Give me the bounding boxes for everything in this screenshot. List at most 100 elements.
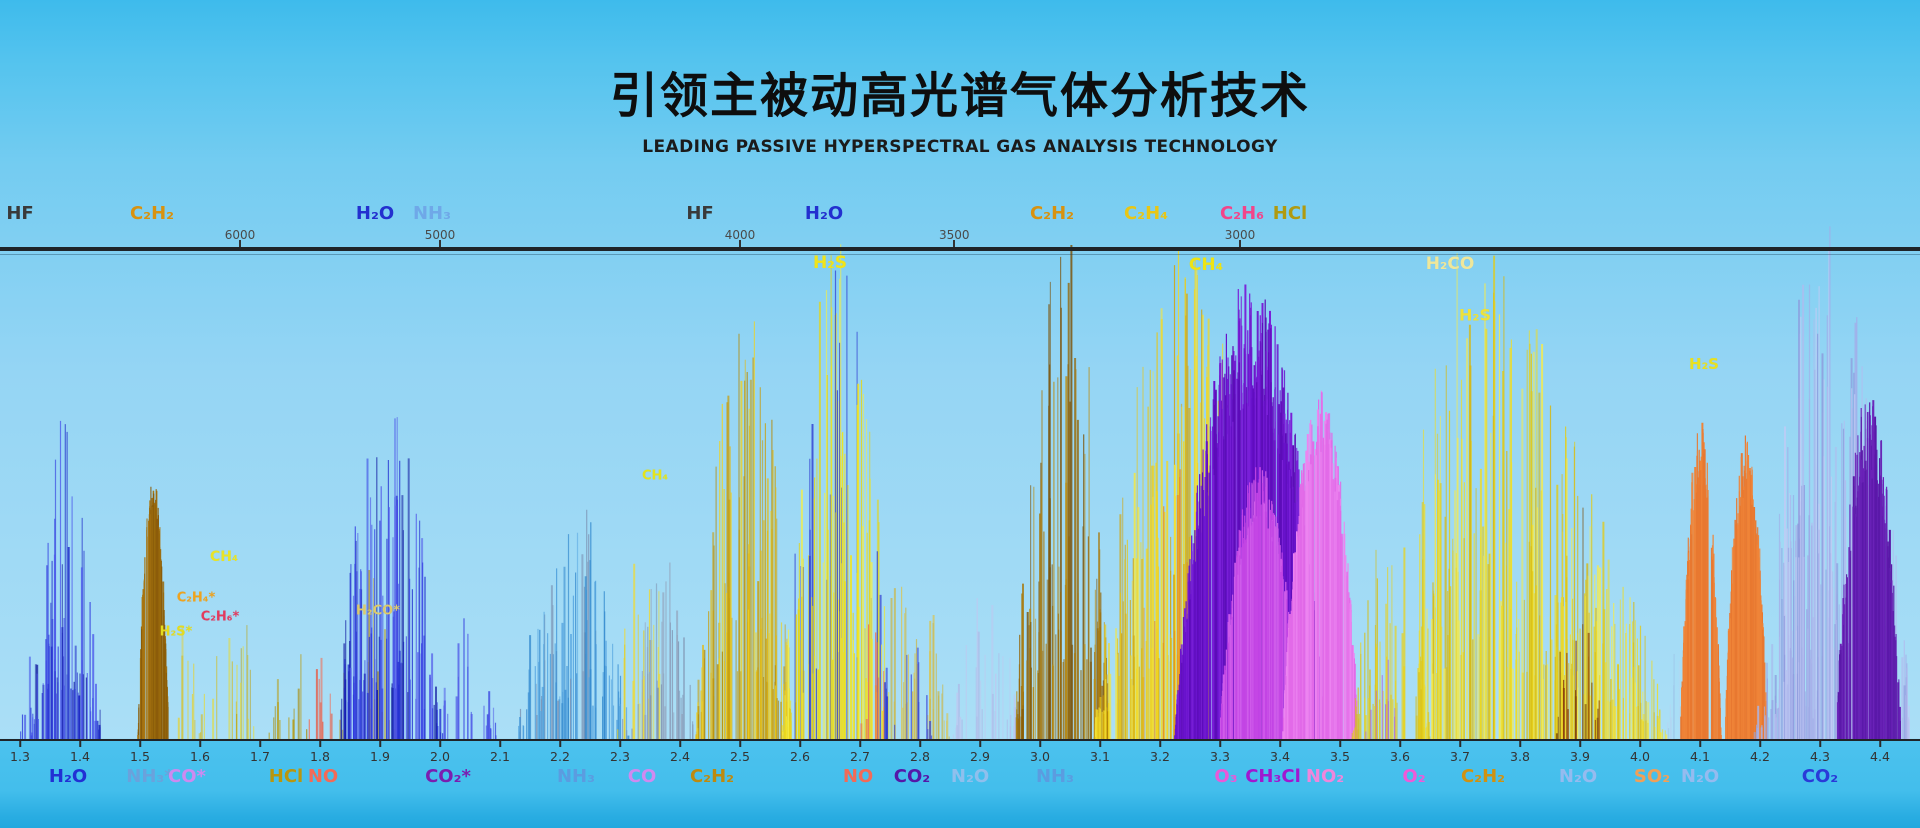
wavenumber-tick	[953, 240, 956, 247]
wavelength-tick	[1219, 741, 1221, 747]
wavenumber-tick-label-4000: 4000	[724, 228, 756, 242]
wavelength-tick-label-1.5: 1.5	[130, 749, 150, 764]
spectral-band-no-1.80	[308, 657, 333, 739]
wavelength-tick-label-2.1: 2.1	[490, 749, 510, 764]
top-molecule-labels: HF C₂H₂ H₂O NH₃ HF H₂O C₂H₂ C₂H₄ C₂H₆ HCl	[0, 203, 1920, 227]
spectral-band-no-2.72	[860, 624, 885, 739]
molecule-label-no: NO₂	[1305, 766, 1345, 787]
wavelength-tick-label-3.0: 3.0	[1030, 749, 1050, 764]
wavelength-tick	[859, 741, 861, 747]
wavelength-tick	[619, 741, 621, 747]
wavelength-tick	[739, 741, 741, 747]
wavelength-tick	[559, 741, 561, 747]
page-title: 引领主被动高光谱气体分析技术	[609, 68, 1310, 124]
molecule-label-ho: H₂O	[355, 203, 395, 224]
wavelength-tick	[799, 741, 801, 747]
wavelength-tick	[1399, 741, 1401, 747]
wavelength-tick	[1699, 741, 1701, 747]
spectral-band-brown-3.89	[1555, 507, 1600, 739]
spectral-band-o3-magenta	[1220, 467, 1298, 739]
spectral-band-h2s-2.65-yellow	[781, 244, 890, 739]
wavenumber-tick	[739, 240, 741, 247]
wavelength-tick	[319, 741, 321, 747]
wavelength-tick-label-3.6: 3.6	[1390, 749, 1410, 764]
molecule-label-chcl: CH₃Cl	[1245, 766, 1301, 787]
molecule-label-no: N₂O	[1558, 766, 1598, 787]
page-subtitle: LEADING PASSIVE HYPERSPECTRAL GAS ANALYS…	[642, 136, 1278, 157]
spectral-band-so2-orange-2	[1725, 435, 1768, 739]
wavelength-tick	[1099, 741, 1101, 747]
spectral-band-blue-2.05	[443, 618, 497, 739]
wavelength-tick-label-3.3: 3.3	[1210, 749, 1230, 764]
spectral-band-nh3-2.2-steel	[518, 509, 630, 739]
molecule-label-o: O₂	[1402, 766, 1426, 787]
wavelength-tick	[1159, 741, 1161, 747]
wavelength-tick	[499, 741, 501, 747]
wavelength-tick	[199, 741, 201, 747]
wavelength-tick	[439, 741, 441, 747]
wavelength-tick	[1819, 741, 1821, 747]
wavenumber-tick-label-6000: 6000	[224, 228, 256, 242]
wavelength-tick-label-2.2: 2.2	[550, 749, 570, 764]
molecule-label-no: NO	[842, 766, 874, 787]
wavelength-tick	[259, 741, 261, 747]
wavelength-tick-label-3.2: 3.2	[1150, 749, 1170, 764]
wavelength-tick-label-4.1: 4.1	[1690, 749, 1710, 764]
wavelength-tick-label-4.4: 4.4	[1870, 749, 1890, 764]
molecule-label-ch: C₂H₆	[1219, 203, 1265, 224]
molecule-label-nh: NH₃	[556, 766, 596, 787]
wavenumber-tick-label-3500: 3500	[938, 228, 970, 242]
spectral-band-nh3-3.0-brown	[1015, 245, 1110, 739]
spectral-band-co2-2.78-blue	[893, 647, 933, 739]
wavenumber-tick-label-3000: 3000	[1224, 228, 1256, 242]
molecule-label-hf: HF	[6, 203, 34, 224]
molecule-label-ch: C₂H₂	[1029, 203, 1075, 224]
spectral-band-c2h2-1.52-brown	[137, 486, 169, 739]
wavelength-tick	[139, 741, 141, 747]
wavelength-tick	[1579, 741, 1581, 747]
wavelength-tick-label-2.8: 2.8	[910, 749, 930, 764]
spectral-band-ch4-1.65	[200, 625, 255, 739]
bottom-axis-line	[0, 739, 1920, 741]
spectral-band-no2-orchid	[1282, 390, 1359, 739]
wavelength-tick	[1459, 741, 1461, 747]
wavelength-tick-label-4.0: 4.0	[1630, 749, 1650, 764]
wavelength-tick-label-1.8: 1.8	[310, 749, 330, 764]
wavenumber-tick	[1238, 240, 1241, 247]
wavelength-tick-label-2.4: 2.4	[670, 749, 690, 764]
molecule-label-ch: C₂H₂	[129, 203, 175, 224]
molecule-label-no: N₂O	[950, 766, 990, 787]
wavelength-tick	[919, 741, 921, 747]
header: 引领主被动高光谱气体分析技术 LEADING PASSIVE HYPERSPEC…	[0, 70, 1920, 157]
wavelength-tick	[1279, 741, 1281, 747]
wavenumber-tick-label-5000: 5000	[424, 228, 456, 242]
spectral-band-h2co-1.9-blue	[340, 417, 444, 739]
wavelength-tick	[1639, 741, 1641, 747]
wavenumber-tick	[439, 240, 441, 247]
wavelength-tick-label-3.5: 3.5	[1330, 749, 1350, 764]
wavelength-tick-label-2.5: 2.5	[730, 749, 750, 764]
molecule-label-co: CO₂	[893, 766, 931, 787]
molecule-label-ho: H₂O	[804, 203, 844, 224]
wavelength-tick-label-2.9: 2.9	[970, 749, 990, 764]
wavelength-tick-label-2.0: 2.0	[430, 749, 450, 764]
molecule-label-no: N₂O	[1680, 766, 1720, 787]
molecule-label-so: SO₂	[1633, 766, 1671, 787]
wavelength-tick-label-2.6: 2.6	[790, 749, 810, 764]
molecule-label-ch: C₂H₄	[1123, 203, 1169, 224]
molecule-label-nh: NH₃	[1035, 766, 1075, 787]
molecule-label-hcl: HCl	[268, 766, 304, 787]
molecule-label-no: NO	[307, 766, 339, 787]
wavelength-tick-label-1.9: 1.9	[370, 749, 390, 764]
wavelength-tick	[19, 741, 21, 747]
molecule-label-ch: C₂H₂	[689, 766, 735, 787]
molecule-label-co: CO₂	[1801, 766, 1839, 787]
wavelength-tick	[1519, 741, 1521, 747]
wavelength-tick-label-4.3: 4.3	[1810, 749, 1830, 764]
spectral-band-hcl-1.75	[268, 654, 308, 739]
molecule-label-nh: NH₃	[412, 203, 452, 224]
spectral-band-khaki-2.80	[890, 586, 950, 739]
wavelength-tick-label-1.7: 1.7	[250, 749, 270, 764]
wavelength-tick-label-3.9: 3.9	[1570, 749, 1590, 764]
spectral-band-so2-orange-1	[1680, 422, 1722, 739]
